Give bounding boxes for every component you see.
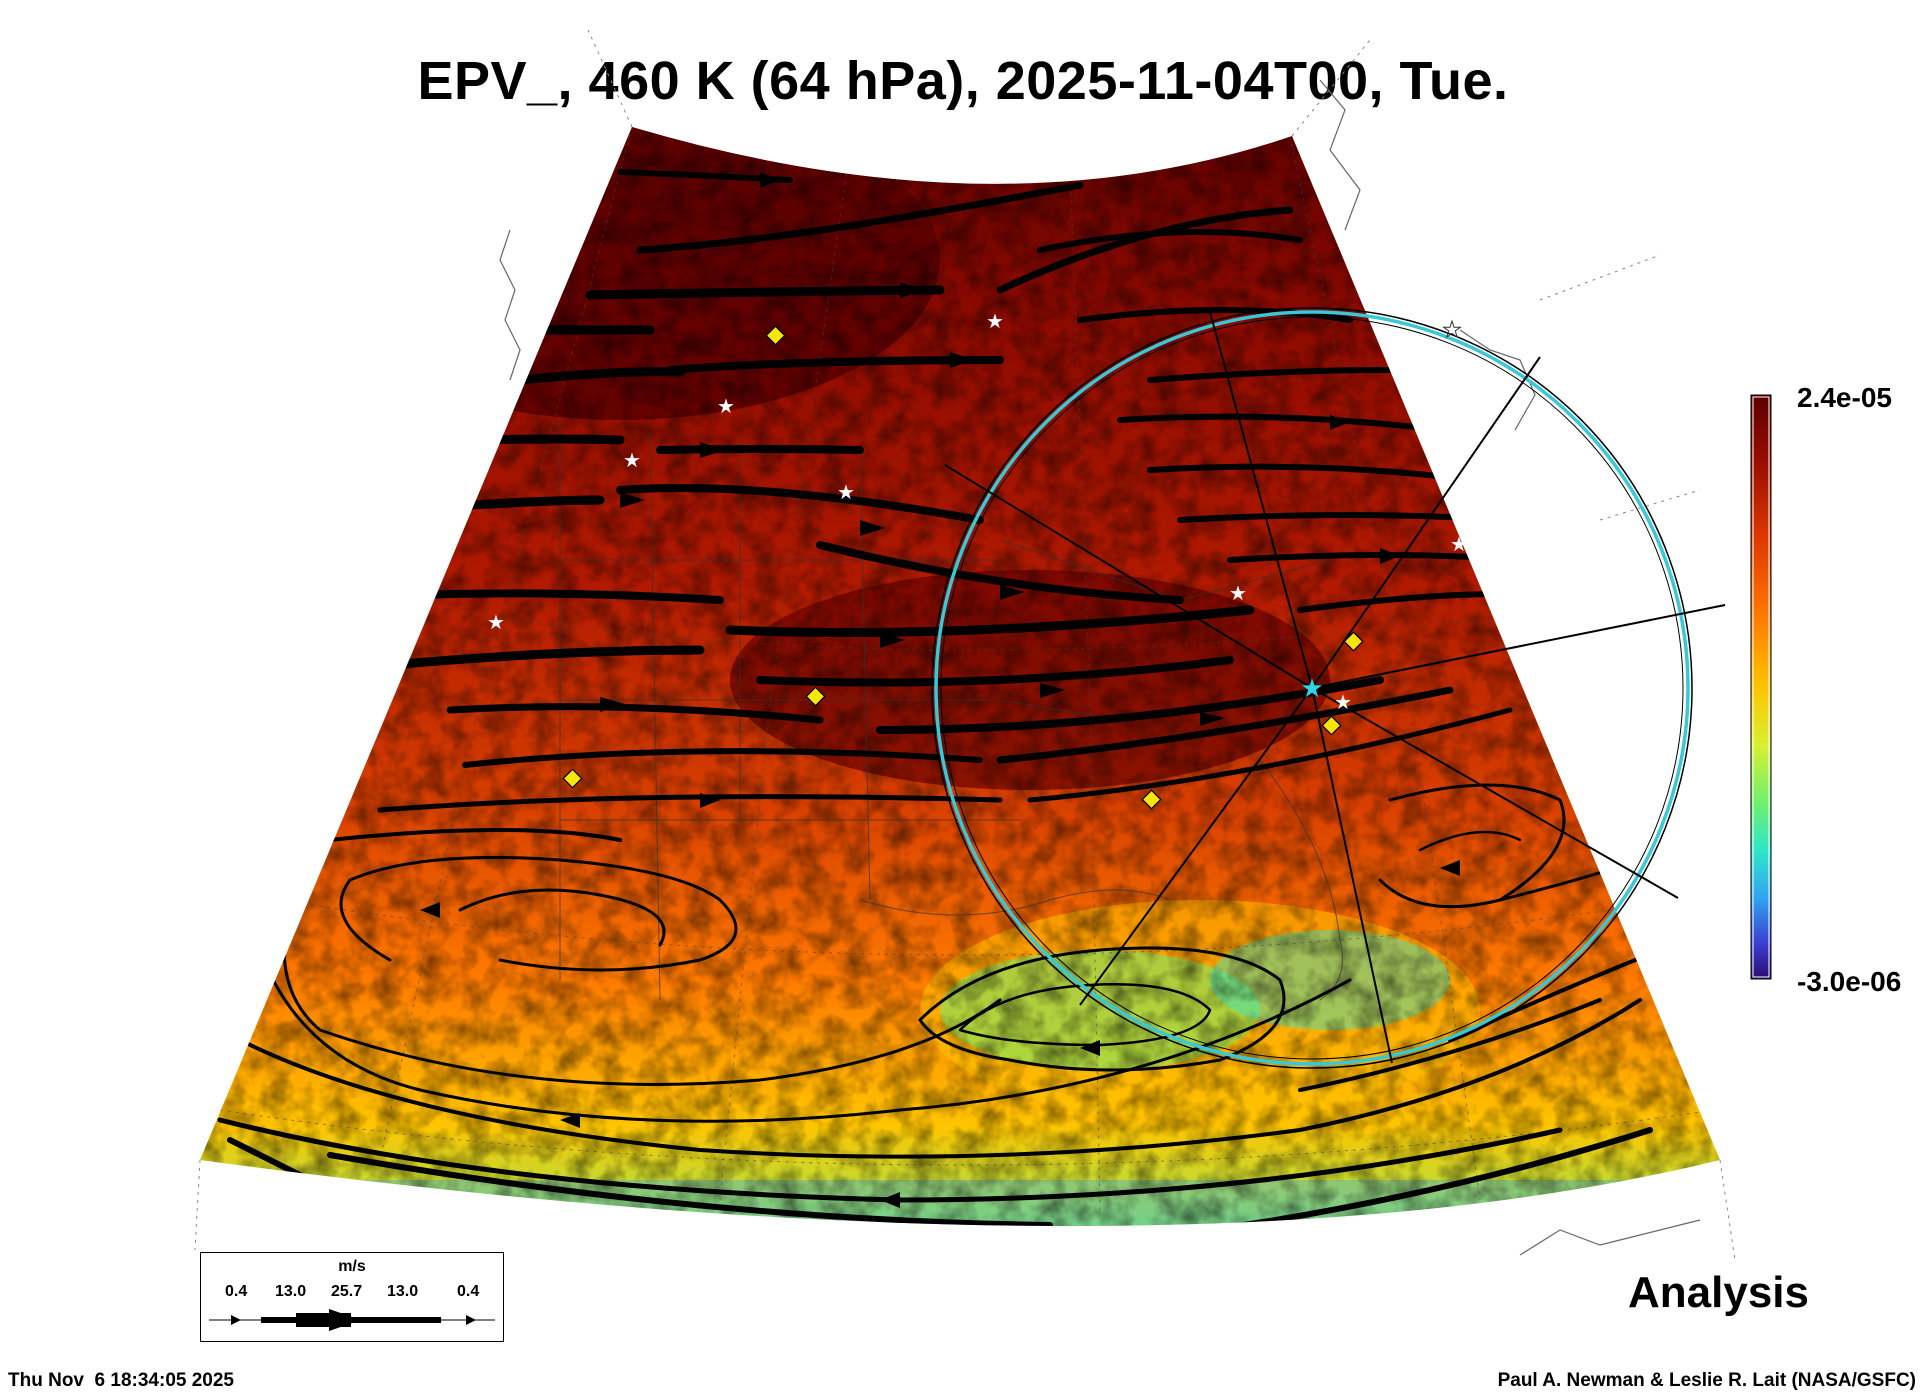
timestamp: Thu Nov 6 18:34:05 2025: [8, 1370, 234, 1391]
svg-text:★: ★: [623, 448, 641, 472]
wind-legend-value: 13.0: [387, 1283, 419, 1300]
credit-line: Paul A. Newman & Leslie R. Lait (NASA/GS…: [1497, 1370, 1916, 1391]
grid-lines-outside: [194, 29, 1736, 1261]
wind-legend-value: 25.7: [331, 1283, 363, 1300]
wind-speed-legend: m/s 0.4 13.0 25.7 13.0 0.4: [200, 1252, 504, 1342]
wind-streamlines: [217, 169, 1662, 1226]
wind-legend-value: 0.4: [457, 1283, 480, 1300]
yellow-diamond-markers: [562, 325, 1364, 810]
wind-legend-unit: m/s: [338, 1258, 366, 1275]
wind-legend-value: 13.0: [275, 1283, 307, 1300]
svg-text:★: ★: [717, 394, 735, 418]
wind-legend-arrow: [209, 1309, 495, 1331]
coastlines-outside: [499, 79, 1701, 1256]
svg-text:★: ★: [986, 309, 1004, 333]
svg-text:★: ★: [1229, 581, 1247, 605]
white-star-markers: ★ ★ ★ ★ ★ ★ ★ ★: [487, 309, 1468, 714]
svg-text:★: ★: [1450, 532, 1468, 556]
colorbar-min-label: -3.0e-06: [1797, 966, 1902, 997]
svg-text:★: ★: [487, 610, 505, 634]
wind-arrowheads: [420, 172, 1460, 1208]
colorbar: [1750, 394, 1772, 980]
range-ring: [931, 307, 1726, 1069]
center-star-marker: ★: [1300, 674, 1323, 704]
outline-star-marker: ★: [1442, 318, 1462, 343]
colorbar-max-label: 2.4e-05: [1797, 382, 1892, 413]
map-title: EPV_, 460 K (64 hPa), 2025-11-04T00, Tue…: [417, 51, 1509, 111]
svg-text:★: ★: [1334, 690, 1352, 714]
wind-legend-value: 0.4: [225, 1283, 248, 1300]
analysis-label: Analysis: [1628, 1268, 1809, 1317]
state-boundaries: [559, 420, 1343, 1001]
svg-text:★: ★: [837, 480, 855, 504]
